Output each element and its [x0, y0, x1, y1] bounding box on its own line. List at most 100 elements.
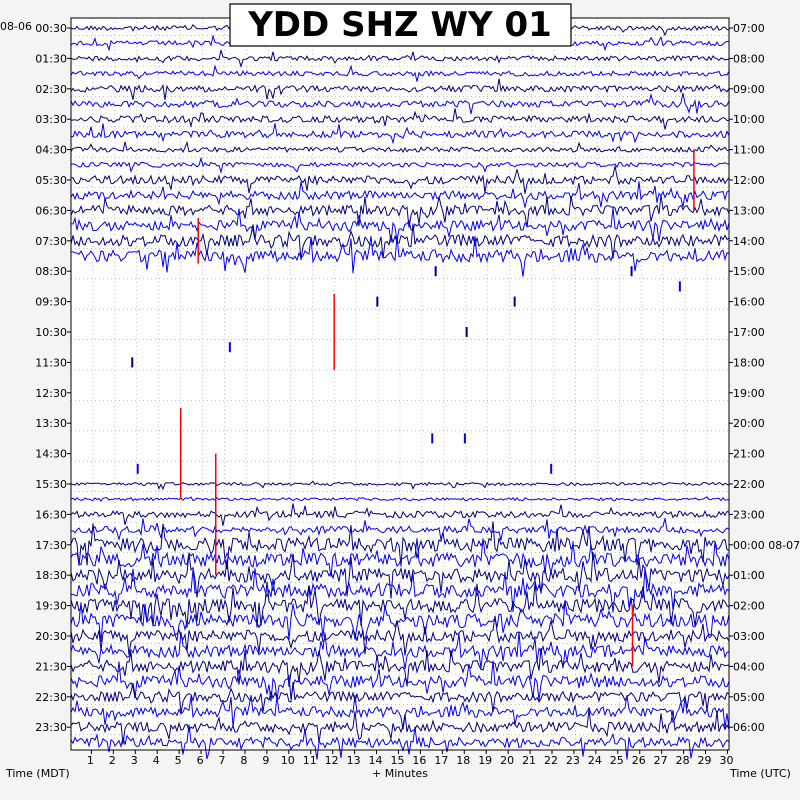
right-hour-label: 14:00 [733, 235, 765, 248]
x-axis-title: + Minutes [372, 767, 428, 780]
left-hour-label: 18:30 [35, 569, 67, 582]
minute-tick-label: 29 [698, 754, 712, 767]
minute-tick-label: 28 [676, 754, 690, 767]
left-hour-label: 02:30 [35, 83, 67, 96]
left-axis-title: Time (MDT) [5, 767, 70, 780]
minute-tick-label: 18 [456, 754, 470, 767]
seismic-trace [70, 631, 730, 670]
right-hour-label: 20:00 [733, 417, 765, 430]
seismic-trace [70, 181, 730, 208]
seismic-trace [70, 480, 730, 491]
seismic-trace [70, 694, 730, 730]
minute-tick-label: 8 [240, 754, 247, 767]
minute-tick-label: 27 [654, 754, 668, 767]
left-hour-label: 12:30 [35, 387, 67, 400]
left-hour-label: 15:30 [35, 478, 67, 491]
right-hour-label: 16:00 [733, 296, 765, 309]
left-hour-label: 19:30 [35, 600, 67, 613]
left-hour-label: 17:30 [35, 539, 67, 552]
seismic-trace [70, 49, 730, 69]
minute-tick-label: 16 [412, 754, 426, 767]
left-hour-label: 16:30 [35, 508, 67, 521]
minute-tick-label: 13 [347, 754, 361, 767]
minute-tick-label: 10 [281, 754, 295, 767]
seismic-trace [70, 615, 730, 656]
minute-tick-label: 2 [109, 754, 116, 767]
left-hour-label: 22:30 [35, 691, 67, 704]
minute-tick-label: 5 [175, 754, 182, 767]
minute-tick-label: 6 [197, 754, 204, 767]
right-hour-label: 10:00 [733, 113, 765, 126]
left-hour-label: 01:30 [35, 52, 67, 65]
seismic-trace [70, 156, 729, 175]
right-hour-label: 11:00 [733, 144, 765, 157]
seismic-trace [70, 682, 730, 714]
left-hour-label: 08:30 [35, 265, 67, 278]
right-hour-label: 12:00 [733, 174, 765, 187]
seismic-trace [70, 503, 730, 526]
minute-tick-label: 11 [303, 754, 317, 767]
minute-tick-label: 14 [369, 754, 383, 767]
left-hour-label: 06:30 [35, 204, 67, 217]
right-hour-label: 01:00 [733, 569, 765, 582]
seismic-trace [70, 235, 730, 277]
seismic-trace [70, 207, 730, 243]
right-hour-label: 08:00 [733, 52, 765, 65]
minute-tick-label: 19 [478, 754, 492, 767]
minute-tick-label: 30 [719, 754, 733, 767]
right-hour-label: 03:00 [733, 630, 765, 643]
seismic-trace [70, 165, 730, 194]
right-hour-label: 07:00 [733, 22, 765, 35]
left-hour-label: 23:30 [35, 721, 67, 734]
right-axis-title: Time (UTC) [729, 767, 791, 780]
left-hour-label: 13:30 [35, 417, 67, 430]
seismic-trace [70, 600, 730, 642]
left-hour-label: 09:30 [35, 296, 67, 309]
seismic-trace [70, 551, 730, 599]
minute-tick-label: 20 [500, 754, 514, 767]
right-hour-label: 05:00 [733, 691, 765, 704]
seismic-trace [70, 709, 730, 745]
minute-tick-label: 4 [153, 754, 160, 767]
right-hour-label: 00:00 08-07 [733, 539, 800, 552]
right-hour-label: 17:00 [733, 326, 765, 339]
title-box [229, 3, 572, 47]
seismic-trace [70, 223, 730, 261]
seismic-trace [70, 78, 730, 100]
seismic-trace [70, 724, 730, 760]
left-hour-axis: 00:30 01:30 02:30 03:30 04:30 05:30 06:30 07:30… [35, 22, 71, 734]
right-hour-label: 18:00 [733, 356, 765, 369]
seismic-trace [70, 194, 730, 228]
minute-tick-label: 17 [434, 754, 448, 767]
left-hour-label: 04:30 [35, 144, 67, 157]
right-hour-label: 02:00 [733, 600, 765, 613]
right-hour-label: 06:00 [733, 721, 765, 734]
left-hour-label: 11:30 [35, 356, 67, 369]
minute-tick-label: 7 [218, 754, 225, 767]
seismic-trace [70, 496, 730, 502]
minute-tick-label: 21 [522, 754, 536, 767]
plot-area [71, 18, 729, 750]
right-hour-label: 15:00 [733, 265, 765, 278]
seismic-trace [70, 123, 730, 145]
seismic-trace [70, 660, 730, 702]
seismic-trace [70, 567, 730, 615]
left-date-label: 08-06 [0, 20, 32, 33]
trace-group [70, 21, 730, 760]
right-hour-label: 13:00 [733, 204, 765, 217]
minute-tick-label: 9 [262, 754, 269, 767]
minute-axis: 1 2 3 4 5 6 7 8 9 10 11 12 13 14 15 16 17 18 19 20 21 22 23 24 2… [87, 750, 733, 767]
minute-tick-label: 12 [325, 754, 339, 767]
minute-tick-label: 25 [610, 754, 624, 767]
minute-tick-label: 22 [544, 754, 558, 767]
minute-tick-label: 15 [390, 754, 404, 767]
left-hour-label: 03:30 [35, 113, 67, 126]
left-hour-label: 10:30 [35, 326, 67, 339]
seismic-trace [70, 517, 730, 542]
minute-tick-label: 23 [566, 754, 580, 767]
minute-tick-label: 1 [87, 754, 94, 767]
left-hour-label: 14:30 [35, 448, 67, 461]
minute-tick-label: 24 [588, 754, 602, 767]
right-hour-label: 21:00 [733, 448, 765, 461]
